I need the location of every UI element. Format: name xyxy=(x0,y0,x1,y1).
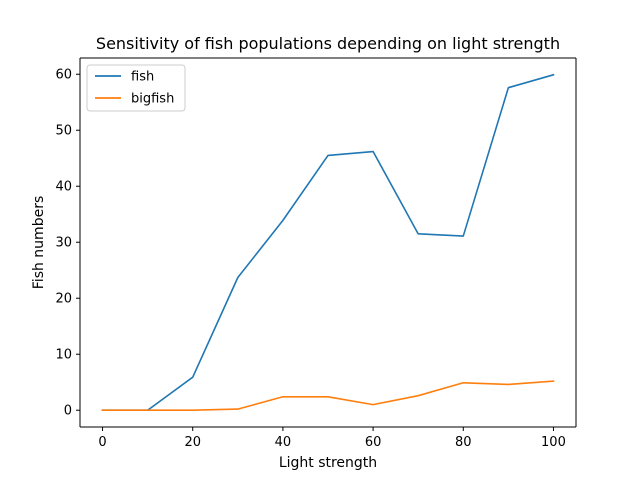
y-tick-label: 60 xyxy=(55,68,72,83)
x-axis-ticks: 0 20 40 60 80 100 xyxy=(98,427,566,450)
x-tick-label: 20 xyxy=(184,435,201,450)
series-layer xyxy=(101,73,555,412)
y-tick-label: 0 xyxy=(64,404,72,419)
chart-title: Sensitivity of fish populations dependin… xyxy=(96,34,560,53)
x-tick-label: 40 xyxy=(275,435,292,450)
x-tick-label: 60 xyxy=(365,435,382,450)
x-tick-label: 100 xyxy=(541,435,566,450)
y-axis-label: Fish numbers xyxy=(31,196,47,289)
legend: fish bigfish xyxy=(86,64,186,112)
y-tick-label: 50 xyxy=(55,124,72,139)
y-tick-label: 10 xyxy=(55,348,72,363)
y-tick-label: 30 xyxy=(55,236,72,251)
y-tick-label: 40 xyxy=(55,180,72,195)
series-line-bigfish xyxy=(101,380,555,412)
y-tick-label: 20 xyxy=(55,292,72,307)
y-axis-ticks: 0 10 20 30 40 50 60 xyxy=(55,68,80,419)
series-line-fish xyxy=(101,73,555,412)
x-axis-label: Light strength xyxy=(279,455,377,471)
legend-label-fish: fish xyxy=(131,70,154,85)
x-tick-label: 80 xyxy=(455,435,472,450)
x-tick-label: 0 xyxy=(98,435,106,450)
plot-area xyxy=(80,58,576,427)
legend-label-bigfish: bigfish xyxy=(131,92,174,107)
